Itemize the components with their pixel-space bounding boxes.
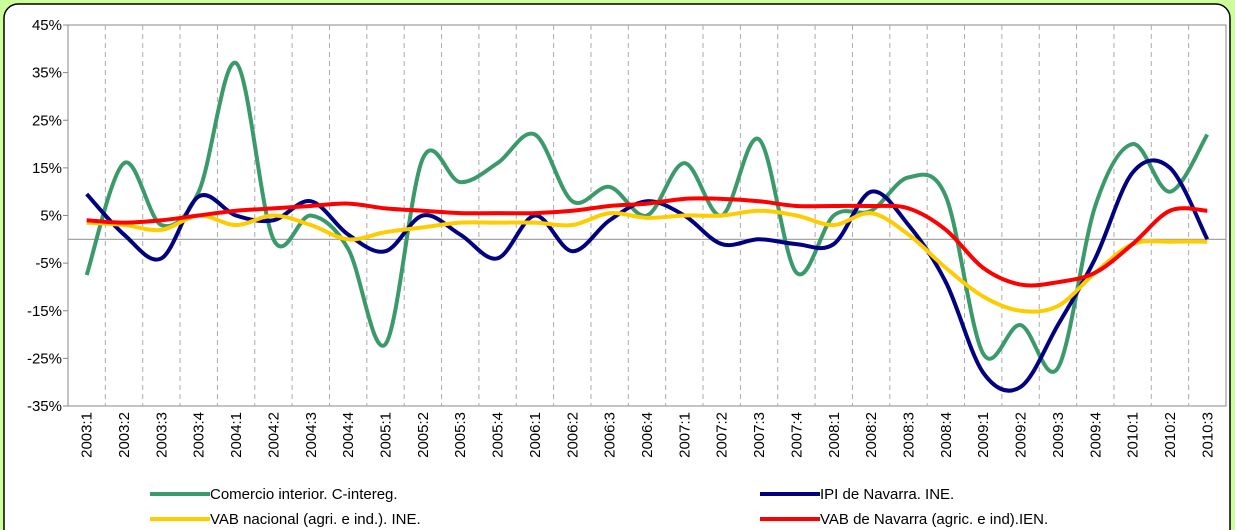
series-line: [86, 208, 1208, 314]
x-tick-label: 2007:3: [751, 412, 768, 458]
x-tick-label: 2008:1: [826, 412, 843, 458]
x-tick-label: 2005:2: [415, 412, 432, 458]
x-tick-label: 2004:4: [340, 412, 357, 458]
x-tick-label: 2009:3: [1050, 412, 1067, 458]
x-tick-label: 2003:4: [191, 412, 208, 458]
x-tick-label: 2008:2: [863, 412, 880, 458]
y-tick-label: 45%: [32, 17, 62, 34]
x-tick-label: 2006:3: [602, 412, 619, 458]
x-tick-label: 2007:1: [676, 412, 693, 458]
legend-label: VAB de Navarra (agric. e ind).IEN.: [820, 511, 1048, 528]
x-tick-label: 2005:4: [490, 412, 507, 458]
x-tick-label: 2010:2: [1162, 412, 1179, 458]
x-tick-label: 2004:1: [228, 412, 245, 458]
series-line: [86, 196, 1208, 288]
x-tick-label: 2010:3: [1199, 412, 1216, 458]
legend-label: IPI de Navarra. INE.: [820, 486, 954, 503]
x-tick-label: 2004:2: [265, 412, 282, 458]
x-tick-label: 2008:4: [938, 412, 955, 458]
y-tick-label: 5%: [40, 208, 62, 225]
x-tick-label: 2007:2: [714, 412, 731, 458]
x-tick-label: 2003:2: [116, 412, 133, 458]
series-line: [84, 61, 1210, 374]
y-tick-label: -5%: [35, 255, 62, 272]
x-tick-label: 2003:3: [153, 412, 170, 458]
y-tick-label: 15%: [32, 160, 62, 177]
x-tick-label: 2009:1: [975, 412, 992, 458]
x-tick-label: 2006:2: [564, 412, 581, 458]
x-tick-label: 2005:1: [378, 412, 395, 458]
y-tick-label: 35%: [32, 65, 62, 82]
y-tick-label: -15%: [27, 303, 62, 320]
x-tick-label: 2007:4: [788, 412, 805, 458]
y-tick-label: 25%: [32, 112, 62, 129]
x-tick-label: 2008:3: [900, 412, 917, 458]
legend-label: Comercio interior. C-intereg.: [210, 486, 398, 503]
x-tick-label: 2003:1: [79, 412, 96, 458]
legend-label: VAB nacional (agri. e ind.). INE.: [210, 511, 421, 528]
x-tick-label: 2004:3: [303, 412, 320, 458]
x-tick-label: 2009:4: [1087, 412, 1104, 458]
x-tick-label: 2006:1: [527, 412, 544, 458]
y-tick-label: -35%: [27, 398, 62, 415]
x-tick-label: 2010:1: [1125, 412, 1142, 458]
x-tick-label: 2005:3: [452, 412, 469, 458]
x-tick-label: 2006:4: [639, 412, 656, 458]
x-tick-label: 2009:2: [1013, 412, 1030, 458]
y-tick-label: -25%: [27, 350, 62, 367]
